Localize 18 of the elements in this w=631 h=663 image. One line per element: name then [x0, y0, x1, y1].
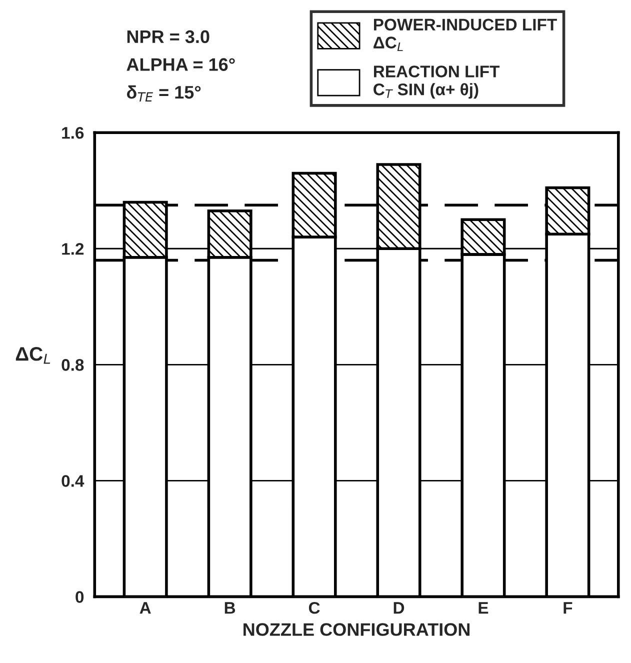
text: NPR = 3.0	[127, 30, 210, 44]
y-tick-label: 0.4	[62, 475, 84, 487]
y-tick-label: 0	[76, 591, 84, 603]
legend-label: REACTION LIFT C$_{T}$ SIN (α+ θj)	[374, 66, 500, 99]
legend-label: POWER-INDUCED LIFT ΔC$_{L}$	[374, 18, 557, 52]
x-tick-label: F	[564, 602, 572, 614]
x-tick-label: B	[224, 602, 236, 614]
x-tick-label: E	[478, 602, 488, 614]
y-tick-label: 1.2	[62, 243, 84, 255]
y-tick-label: 1.6	[62, 127, 84, 139]
x-tick-label: A	[140, 602, 151, 614]
x-tick-label: D	[394, 602, 404, 614]
y-axis-title: ΔC$_{L}$	[16, 347, 50, 364]
x-axis-title: NOZZLE CONFIGURATION	[244, 623, 470, 636]
y-tick-label: 0.8	[62, 359, 84, 371]
text: δ$_{TE}$ = 15°	[126, 85, 201, 102]
x-tick-label: C	[308, 602, 320, 614]
text: ALPHA = 16°	[126, 58, 235, 71]
